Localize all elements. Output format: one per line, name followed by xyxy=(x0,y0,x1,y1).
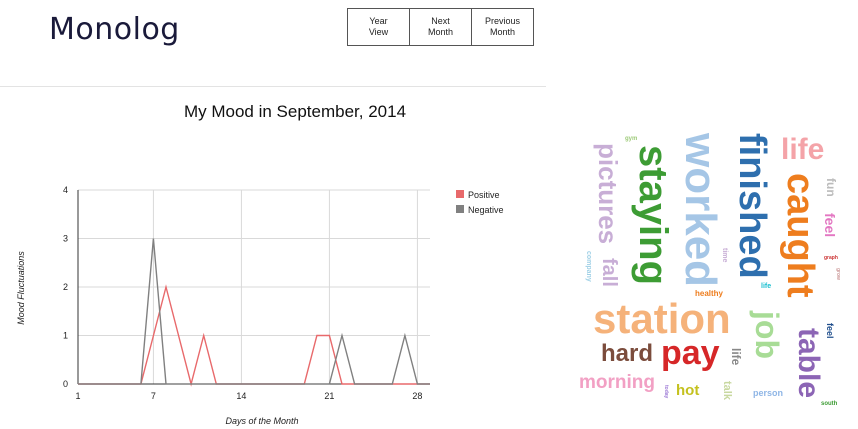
legend-swatch-negative xyxy=(456,205,464,213)
cloud-word-feel: feel xyxy=(822,213,838,238)
cloud-word-feel: feel xyxy=(825,323,835,339)
cloud-word-talk: talk xyxy=(721,381,733,400)
chart-legend: Positive Negative xyxy=(456,190,504,215)
y-tick-label: 3 xyxy=(63,234,68,244)
next-month-button[interactable]: Next Month xyxy=(409,8,472,46)
year-view-button[interactable]: Year View xyxy=(347,8,410,46)
cloud-word-life: life xyxy=(761,283,772,290)
cloud-word-fall: fall xyxy=(598,258,620,287)
cloud-word-grow: grow xyxy=(835,268,841,280)
chart-title: My Mood in September, 2014 xyxy=(183,102,407,121)
x-tick-label: 21 xyxy=(324,391,334,401)
month-navigation: Year View Next Month Previous Month xyxy=(347,8,534,46)
app-title[interactable]: Monolog xyxy=(49,12,180,47)
y-tick-label: 2 xyxy=(63,282,68,292)
cloud-word-worked: worked xyxy=(676,133,725,288)
cloud-word-gym: gym xyxy=(625,136,638,142)
legend-label-positive: Positive xyxy=(468,190,500,200)
cloud-word-staying: staying xyxy=(631,145,675,286)
chart-grid xyxy=(78,189,430,384)
cloud-word-life: life xyxy=(781,133,825,166)
cloud-word-pictures: pictures xyxy=(593,143,623,245)
series-line-negative xyxy=(78,238,430,385)
y-tick-label: 4 xyxy=(63,185,68,195)
x-tick-label: 7 xyxy=(151,391,156,401)
previous-month-button[interactable]: Previous Month xyxy=(471,8,534,46)
cloud-word-hard: hard xyxy=(601,340,654,367)
cloud-word-table: table xyxy=(792,328,825,399)
x-tick-label: 14 xyxy=(236,391,246,401)
x-axis-label: Days of the Month xyxy=(225,416,298,426)
cloud-word-station: station xyxy=(593,295,731,342)
cloud-word-company: company xyxy=(585,251,592,282)
cloud-word-graph: graph xyxy=(824,255,838,261)
y-tick-label: 1 xyxy=(63,331,68,341)
header-divider xyxy=(0,86,546,87)
cloud-word-today: today xyxy=(663,385,669,399)
cloud-word-person: person xyxy=(753,388,784,398)
x-tick-label: 1 xyxy=(75,391,80,401)
cloud-word-life: life xyxy=(729,348,743,366)
cloud-word-caught: caught xyxy=(779,173,821,298)
cloud-word-job: job xyxy=(749,311,785,359)
legend-label-negative: Negative xyxy=(468,205,504,215)
cloud-word-healthy: healthy xyxy=(695,289,724,298)
cloud-word-morning: morning xyxy=(579,372,655,393)
y-axis-label: Mood Fluctuations xyxy=(16,251,26,325)
cloud-word-hot: hot xyxy=(676,382,700,399)
cloud-word-pay: pay xyxy=(661,334,720,372)
x-tick-label: 28 xyxy=(412,391,422,401)
cloud-word-fun: fun xyxy=(824,178,838,197)
cloud-word-finished: finished xyxy=(731,133,773,279)
chart-series xyxy=(78,238,430,387)
y-tick-label: 0 xyxy=(63,379,68,389)
legend-swatch-positive xyxy=(456,190,464,198)
mood-word-cloud: gym pictures staying worked finished life caug… xyxy=(573,123,853,418)
cloud-word-time: time xyxy=(721,248,728,263)
cloud-word-south: south xyxy=(821,401,838,407)
